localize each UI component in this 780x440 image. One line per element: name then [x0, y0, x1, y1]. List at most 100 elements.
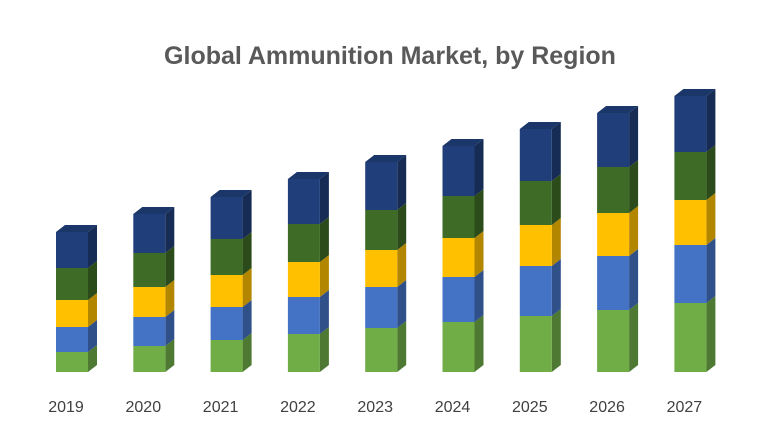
bar-segment-side-2022-s3	[319, 255, 329, 297]
bar-segment-side-2022-s1	[319, 327, 329, 372]
bar-segment-2025-s1	[519, 316, 552, 372]
bar-segment-side-2024-s1	[474, 315, 484, 372]
bar-stack-2023	[365, 155, 407, 372]
bar-segment-side-2020-s5	[165, 207, 175, 253]
bar-segment-side-2023-s5	[397, 155, 407, 210]
bar-segment-side-2026-s2	[629, 249, 639, 310]
bar-segment-side-2019-s1	[88, 345, 97, 372]
bar-segment-2024-s2	[442, 277, 475, 322]
bar-segment-side-2023-s2	[397, 280, 407, 328]
bar-segment-2026-s4	[597, 167, 630, 213]
bar-segment-side-2021-s2	[242, 300, 252, 340]
bar-top-2021	[210, 190, 252, 197]
bar-segment-side-2021-s4	[242, 232, 252, 275]
bar-segment-2026-s3	[597, 213, 630, 256]
bar-segment-2024-s5	[442, 146, 475, 196]
bar-top-2020	[133, 207, 175, 214]
chart-title: Global Ammunition Market, by Region	[164, 42, 616, 70]
bar-segment-2022-s4	[287, 224, 320, 262]
bar-segment-side-2025-s4	[551, 174, 561, 225]
bar-segment-side-2023-s4	[397, 203, 407, 250]
x-tick-label-2023: 2023	[357, 399, 393, 416]
bar-segment-2019-s4	[56, 268, 88, 300]
bar-segment-side-2025-s3	[551, 218, 561, 266]
bar-segment-side-2026-s4	[629, 160, 639, 213]
x-tick-label-2019: 2019	[48, 399, 84, 416]
bar-segment-side-2027-s2	[706, 238, 716, 303]
bar-segment-2027-s4	[674, 152, 707, 200]
bar-segment-2026-s2	[597, 256, 630, 310]
bar-segment-side-2019-s2	[88, 320, 97, 352]
bar-segment-2023-s4	[365, 210, 398, 250]
bar-segment-2026-s1	[597, 310, 630, 372]
x-tick-label-2024: 2024	[435, 399, 471, 416]
bar-stack-2022	[287, 172, 329, 372]
bar-segment-2027-s3	[674, 200, 707, 245]
bar-segment-2022-s1	[287, 334, 320, 372]
bar-stack-2025	[519, 122, 561, 372]
x-tick-label-2025: 2025	[512, 399, 548, 416]
x-tick-label-2026: 2026	[589, 399, 625, 416]
bar-segment-2023-s1	[365, 328, 398, 372]
bar-top-2022	[287, 172, 329, 179]
bar-segment-side-2027-s5	[706, 89, 716, 152]
bar-segment-2025-s2	[519, 266, 552, 316]
bar-segment-2023-s3	[365, 250, 398, 287]
bar-segment-2022-s2	[287, 297, 320, 334]
bar-segment-side-2020-s4	[165, 246, 175, 287]
bar-segment-2023-s2	[365, 287, 398, 328]
bar-segment-side-2027-s3	[706, 193, 716, 245]
bar-segment-side-2025-s5	[551, 122, 561, 181]
bar-segment-2021-s4	[210, 239, 243, 275]
bar-top-2019	[56, 225, 97, 232]
bar-segment-2027-s5	[674, 96, 707, 152]
bar-segment-2021-s2	[210, 307, 243, 340]
bar-stack-2024	[442, 139, 484, 372]
bar-segment-side-2021-s3	[242, 268, 252, 307]
bar-segment-side-2024-s5	[474, 139, 484, 196]
bar-segment-side-2021-s1	[242, 333, 252, 372]
bar-segment-2020-s2	[133, 317, 166, 346]
bar-segment-side-2025-s1	[551, 309, 561, 372]
bar-top-2026	[597, 106, 639, 113]
bar-segment-2024-s4	[442, 196, 475, 238]
bar-segment-side-2020-s1	[165, 339, 175, 372]
bar-stack-2020	[133, 207, 175, 372]
bar-segment-2019-s1	[56, 352, 88, 372]
bar-segment-side-2022-s5	[319, 172, 329, 224]
bar-stack-2027	[674, 89, 716, 372]
bar-segment-2022-s3	[287, 262, 320, 297]
bar-segment-2025-s3	[519, 225, 552, 266]
bar-segment-side-2025-s2	[551, 259, 561, 316]
bar-stack-2021	[210, 190, 252, 372]
bar-segment-2019-s5	[56, 232, 88, 268]
bar-segment-side-2020-s3	[165, 280, 175, 317]
bar-segment-side-2024-s3	[474, 231, 484, 277]
bar-segment-2024-s3	[442, 238, 475, 277]
bar-segment-2027-s1	[674, 303, 707, 372]
bar-segment-2023-s5	[365, 162, 398, 210]
bar-segment-2021-s3	[210, 275, 243, 307]
bar-top-2027	[674, 89, 716, 96]
bar-stack-2019	[56, 225, 97, 372]
bar-segment-side-2019-s3	[88, 293, 97, 327]
bar-segment-side-2020-s2	[165, 310, 175, 346]
bar-segment-2019-s2	[56, 327, 88, 352]
bar-segment-side-2026-s5	[629, 106, 639, 167]
bar-segment-2019-s3	[56, 300, 88, 327]
bar-segment-side-2026-s3	[629, 206, 639, 256]
bar-segment-side-2023-s3	[397, 243, 407, 287]
x-tick-label-2021: 2021	[203, 399, 239, 416]
bar-segment-side-2024-s4	[474, 189, 484, 238]
bar-segment-side-2024-s2	[474, 270, 484, 322]
x-tick-label-2027: 2027	[667, 399, 703, 416]
bar-top-2025	[519, 122, 561, 129]
bar-segment-side-2021-s5	[242, 190, 252, 239]
bar-segment-2021-s1	[210, 340, 243, 372]
bar-segment-2020-s3	[133, 287, 166, 317]
bar-top-2023	[365, 155, 407, 162]
bar-segment-2025-s5	[519, 129, 552, 181]
bar-segment-side-2022-s4	[319, 217, 329, 262]
bar-segment-2020-s5	[133, 214, 166, 253]
